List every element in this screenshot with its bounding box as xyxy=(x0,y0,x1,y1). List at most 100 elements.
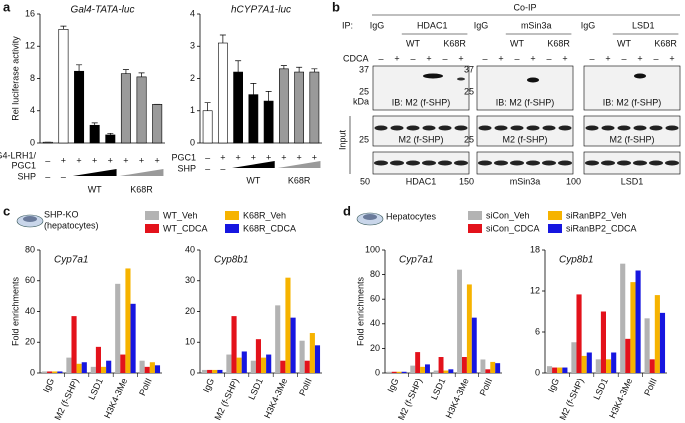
y-tick-label: 30 xyxy=(185,275,195,285)
bar xyxy=(241,351,247,373)
y-tick-label: 8 xyxy=(30,73,35,83)
band xyxy=(390,160,404,166)
row-sign: – xyxy=(205,152,210,162)
bar xyxy=(600,311,606,373)
blot xyxy=(583,115,681,147)
bar xyxy=(263,100,274,144)
bar xyxy=(266,354,272,373)
bar xyxy=(562,367,568,373)
x-tick-label: IgG xyxy=(385,377,400,394)
bar xyxy=(415,352,421,373)
bar xyxy=(275,305,281,373)
row-label: SHP xyxy=(177,163,196,173)
row-sign: + xyxy=(266,152,271,162)
bar xyxy=(490,361,496,373)
band xyxy=(438,125,452,131)
x-tick-label: M2 (f-SHP) xyxy=(212,377,240,422)
bar xyxy=(391,371,397,373)
y-tick-label: 6 xyxy=(535,326,540,336)
cdca-sign: + xyxy=(426,53,431,63)
band xyxy=(526,125,540,131)
bar xyxy=(625,338,631,373)
cdca-label: CDCA xyxy=(343,53,369,63)
blot-title: Co-IP xyxy=(513,2,536,12)
caption: Hepatocytes xyxy=(386,211,437,221)
legend-label: WT_CDCA xyxy=(163,223,208,233)
bar xyxy=(448,369,454,373)
bar xyxy=(485,369,491,373)
error-bar xyxy=(91,122,98,126)
y-tick-label: 18 xyxy=(530,244,540,254)
error-bar xyxy=(219,34,226,44)
y-tick-label: 20 xyxy=(25,337,35,347)
y-tick-label: 2 xyxy=(190,73,195,83)
group-label: K68R xyxy=(130,184,153,194)
chart-title: Cyp8b1 xyxy=(559,255,593,266)
y-tick-label: 40 xyxy=(25,306,35,316)
band xyxy=(526,160,540,166)
bar xyxy=(218,42,228,144)
band xyxy=(510,160,524,166)
band xyxy=(457,77,465,81)
bar xyxy=(278,68,289,144)
row-sign: + xyxy=(92,155,97,165)
ip-name: HDAC1 xyxy=(417,20,448,30)
row-sign: + xyxy=(76,155,81,165)
group-label: WT xyxy=(88,184,102,194)
y-tick-label: 0 xyxy=(30,367,35,377)
panel-label: a xyxy=(3,0,11,14)
x-tick-label: LSD1 xyxy=(246,377,265,402)
bar xyxy=(154,365,161,373)
gradient-triangle xyxy=(277,161,321,168)
x-tick-label: H3K4-3Me xyxy=(607,377,634,420)
bar xyxy=(304,360,310,373)
bar xyxy=(149,362,155,373)
ip-name: mSin3a xyxy=(521,20,552,30)
bar xyxy=(299,340,305,373)
bar xyxy=(425,364,430,373)
band xyxy=(478,160,492,166)
bar xyxy=(401,371,407,373)
band xyxy=(634,73,646,79)
band xyxy=(374,125,388,131)
band xyxy=(390,125,404,131)
bar xyxy=(461,357,467,373)
row-label: PGC1 xyxy=(11,160,36,170)
x-tick-label: LSD1 xyxy=(591,377,610,402)
band xyxy=(422,125,436,131)
band xyxy=(585,160,599,166)
bar xyxy=(630,282,636,373)
band xyxy=(601,125,615,131)
blot xyxy=(372,65,470,111)
cell-icon xyxy=(356,212,384,226)
bar xyxy=(250,360,256,373)
ip-label: IP: xyxy=(342,20,353,30)
y-tick-label: 40 xyxy=(370,318,380,328)
legend-label: K68R_Veh xyxy=(243,210,286,220)
bar xyxy=(231,316,237,373)
y-tick-label: 12 xyxy=(530,285,540,295)
cdca-sign: + xyxy=(605,53,610,63)
error-bar xyxy=(76,64,83,72)
legend-swatch xyxy=(548,224,562,233)
y-tick-label: 4 xyxy=(30,105,35,115)
band xyxy=(454,125,468,131)
band xyxy=(406,125,420,131)
cdca-sign: + xyxy=(458,53,463,63)
bar xyxy=(120,73,131,144)
bar xyxy=(47,371,53,373)
band xyxy=(478,125,492,131)
chart-title: Cyp7a1 xyxy=(54,255,88,266)
bar xyxy=(576,294,582,373)
legend-label: siRanBP2_Veh xyxy=(566,210,627,220)
ib-label: IB: M2 (f-SHP) xyxy=(392,97,451,107)
bar xyxy=(201,369,208,373)
bar xyxy=(552,367,558,373)
band xyxy=(649,125,663,131)
y-tick-label: 0 xyxy=(190,137,195,147)
legend-swatch xyxy=(468,211,482,220)
legend-label: siRanBP2_CDCA xyxy=(566,223,637,233)
band xyxy=(617,160,631,166)
error-bar xyxy=(296,66,303,73)
caption: SHP-KO xyxy=(44,209,79,219)
